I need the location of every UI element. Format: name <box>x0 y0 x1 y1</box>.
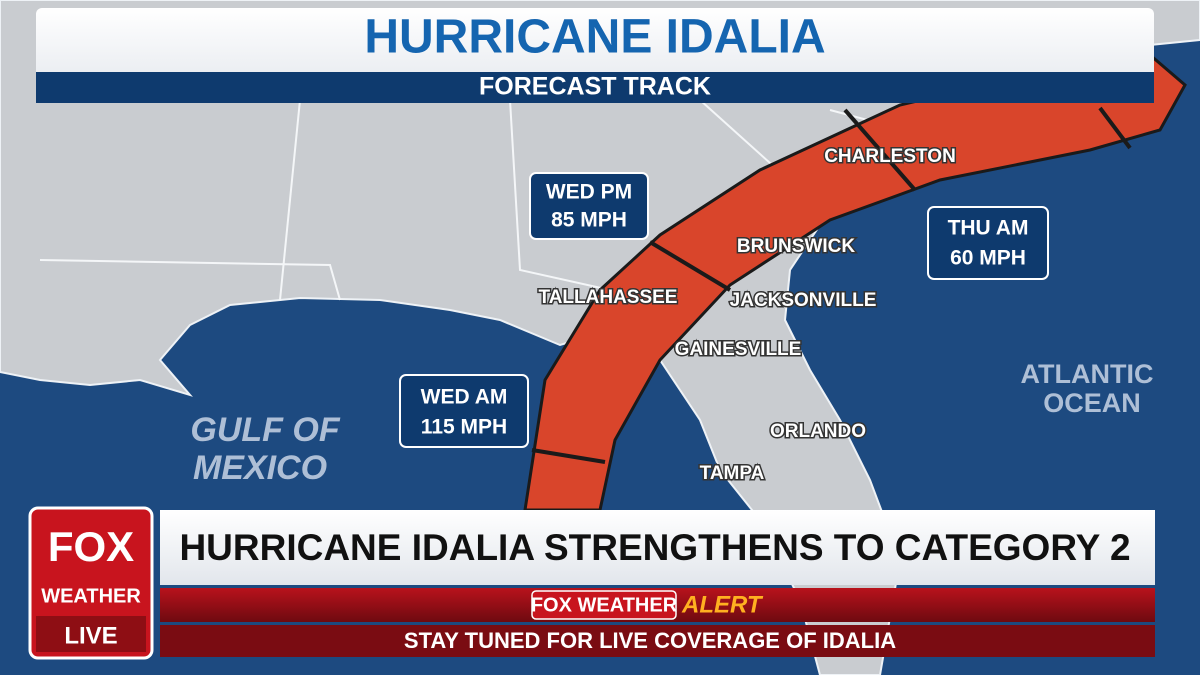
alert-brand: FOX WEATHER <box>531 594 678 616</box>
water-label: OCEAN <box>1043 388 1141 418</box>
water-label: ATLANTIC <box>1021 359 1154 389</box>
alert-brand-box <box>531 590 677 620</box>
header-band <box>36 72 1154 103</box>
forecast-time: THU AM <box>948 217 1029 240</box>
logo-text: FOX <box>48 523 134 570</box>
header: HURRICANE IDALIA FORECAST TRACK <box>36 8 1154 103</box>
forecast-time: WED PM <box>546 181 632 204</box>
city-label: JACKSONVILLE <box>730 290 877 311</box>
city-label: CHARLESTON <box>824 146 956 167</box>
city-label: BRUNSWICK <box>737 236 855 257</box>
lower-third: FOX WEATHER LIVE HURRICANE IDALIA STRENG… <box>28 506 1155 660</box>
forecast-time: WED AM <box>421 386 508 409</box>
title: HURRICANE IDALIA <box>364 11 825 64</box>
forecast-wind: 115 MPH <box>421 416 507 439</box>
city-label: TALLAHASSEE <box>539 287 678 308</box>
forecast-box <box>529 172 649 240</box>
water-label: GULF OF <box>190 411 340 449</box>
headline: HURRICANE IDALIA STRENGTHENS TO CATEGORY… <box>179 527 1130 568</box>
subtitle: FORECAST TRACK <box>479 73 711 101</box>
forecast-wind: 85 MPH <box>551 209 627 232</box>
forecast-wind: 60 MPH <box>950 247 1026 270</box>
city-label: GAINESVILLE <box>675 339 802 360</box>
live-label: LIVE <box>64 622 117 649</box>
forecast-box <box>927 206 1049 280</box>
city-label: TAMPA <box>700 463 765 484</box>
cone-dividers <box>531 106 1132 464</box>
logo-text: WEATHER <box>41 585 141 607</box>
live-box <box>36 616 146 652</box>
ticker-bar <box>160 625 1155 657</box>
alert-label: ALERT <box>681 591 764 618</box>
forecast-box <box>399 374 529 448</box>
water-label: MEXICO <box>193 449 327 487</box>
headline-bar <box>160 510 1155 585</box>
city-label: ORLANDO <box>770 421 866 442</box>
ticker-text: STAY TUNED FOR LIVE COVERAGE OF IDALIA <box>404 628 896 653</box>
